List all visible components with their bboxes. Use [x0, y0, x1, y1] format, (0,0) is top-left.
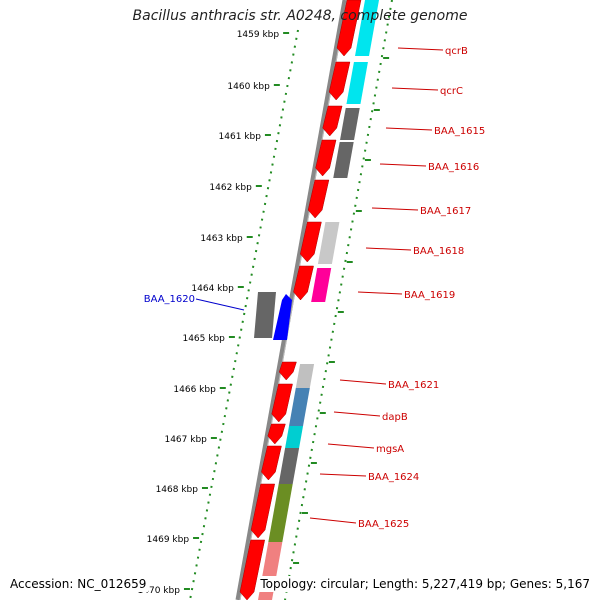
gene-label: qcrC [440, 86, 463, 97]
forward-gene-arrow [250, 483, 275, 539]
gene-leader-line [379, 163, 427, 167]
forward-gene-arrow [300, 221, 322, 263]
gene-feature-box [285, 426, 304, 448]
gene-feature-box [317, 222, 340, 264]
forward-gene-arrow [307, 179, 330, 219]
forward-gene-arrow [261, 445, 282, 481]
gene-label: BAA_1617 [420, 206, 471, 217]
scale-label: 1460 kbp [227, 82, 270, 92]
gene-label: mgsA [376, 444, 404, 455]
gene-feature-box [268, 484, 293, 542]
gene-leader-line [357, 291, 403, 295]
gene-leader-line [397, 47, 444, 51]
feature-blocks [239, 0, 379, 600]
scale-label: 1459 kbp [237, 30, 280, 40]
forward-gene-arrow [267, 423, 286, 445]
gene-label: dapB [382, 412, 408, 423]
scale-label: 1463 kbp [200, 234, 243, 244]
feature-dotted-track [284, 0, 393, 600]
gene-label: BAA_1620 [144, 294, 195, 305]
forward-gene-arrow [315, 139, 337, 177]
scale-label: 1467 kbp [164, 435, 207, 445]
tick-marks: 1459 kbp 1460 kbp 1461 kbp 1462 kbp 1463 kbp… [138, 30, 390, 596]
gene-feature-box [355, 0, 379, 56]
scale-dotted-track [189, 29, 299, 600]
gene-label: qcrB [445, 46, 468, 57]
forward-gene-arrow [271, 383, 293, 423]
gene-leader-line [333, 411, 381, 417]
gene-feature-box [278, 448, 300, 484]
reverse-gene-arrow [273, 294, 292, 340]
forward-gene-arrow [328, 61, 351, 101]
gene-feature-box [289, 388, 310, 426]
accession-text: Accession: NC_012659 [8, 576, 149, 592]
scale-label: 1464 kbp [191, 284, 234, 294]
forward-gene-arrow [336, 0, 362, 57]
forward-gene-arrow [322, 105, 343, 137]
gene-leader-line [309, 517, 357, 524]
gene-label: BAA_1618 [413, 246, 464, 257]
gene-leader-line [195, 298, 245, 311]
gene-label: BAA_1615 [434, 126, 485, 137]
gene-feature-box [346, 62, 368, 104]
gene-leader-line [385, 127, 433, 131]
gene-labels: qcrB qcrC BAA_1615 BAA_1616 BAA_1617 BAA_1618… [144, 46, 486, 530]
gene-label: BAA_1624 [368, 472, 419, 483]
gene-leader-line [339, 379, 387, 385]
scale-label: 1462 kbp [209, 183, 252, 193]
gene-leader-line [319, 473, 367, 477]
scale-label: 1468 kbp [156, 485, 199, 495]
scale-label: 1469 kbp [147, 535, 190, 545]
gene-leader-line [371, 207, 419, 211]
gene-label: BAA_1619 [404, 290, 455, 301]
genome-summary-text: Topology: circular; Length: 5,227,419 bp… [258, 576, 592, 592]
gene-feature-box [311, 268, 332, 302]
gene-label: BAA_1625 [358, 519, 409, 530]
gene-feature-box [340, 108, 360, 140]
gene-leader-line [391, 87, 439, 91]
genome-title: Bacillus anthracis str. A0248, complete … [132, 8, 468, 24]
gene-feature-box [333, 142, 354, 178]
forward-gene-arrow [293, 265, 314, 301]
gene-leader-line [365, 247, 412, 251]
reverse-gene-feature-box [254, 292, 276, 338]
gene-feature-box [295, 364, 315, 388]
scale-label: 1470 kbp [138, 586, 181, 596]
forward-gene-arrow [278, 361, 297, 381]
scale-label: 1465 kbp [182, 334, 225, 344]
gene-leader-line [327, 443, 375, 449]
scale-label: 1466 kbp [173, 385, 216, 395]
forward-gene-arrow [239, 539, 266, 600]
scale-label: 1461 kbp [219, 132, 262, 142]
gene-label: BAA_1616 [428, 162, 479, 173]
gene-label: BAA_1621 [388, 380, 439, 391]
